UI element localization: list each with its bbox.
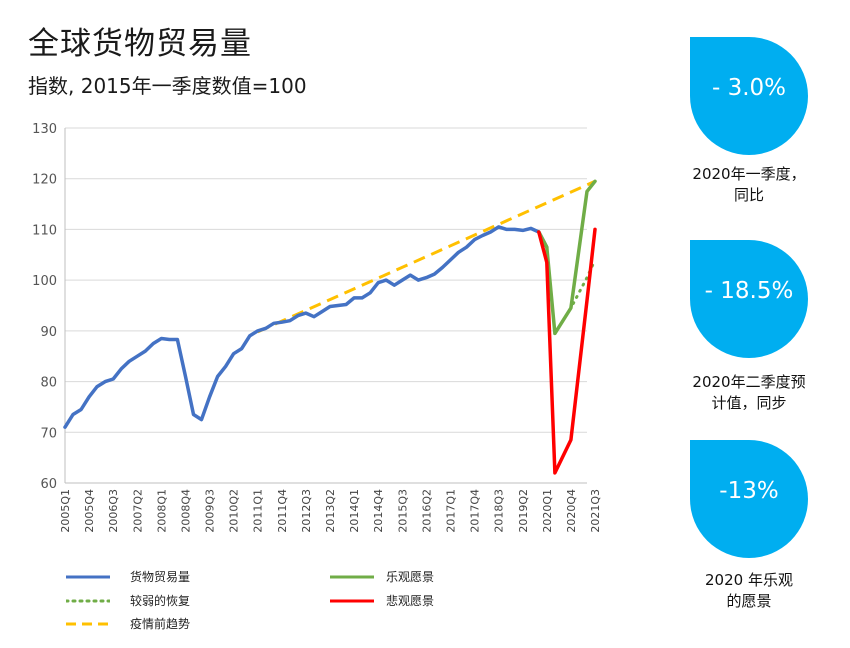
x-tick-label: 2012Q3 bbox=[300, 489, 313, 533]
callout-q1-badge: - 3.0% bbox=[690, 37, 808, 155]
callout-q1-caption-line2: 同比 bbox=[733, 186, 764, 204]
callout-q1-caption-line1: 2020年一季度， bbox=[692, 165, 806, 183]
x-tick-label: 2016Q2 bbox=[420, 489, 433, 533]
callout-q1-value: - 3.0% bbox=[711, 75, 787, 101]
callout-optimistic-caption-line1: 2020 年乐观 bbox=[705, 571, 793, 589]
callout-q2-caption-line2: 计值，同步 bbox=[711, 394, 787, 412]
series-line-1 bbox=[537, 179, 597, 336]
callout-q2-badge: - 18.5% bbox=[690, 240, 808, 358]
x-tick-label: 2006Q3 bbox=[107, 489, 120, 533]
y-tick-label: 60 bbox=[40, 477, 57, 492]
y-tick-label: 70 bbox=[40, 426, 57, 441]
y-tick-label: 80 bbox=[40, 376, 57, 391]
y-tick-label: 120 bbox=[32, 173, 57, 188]
series-line-4 bbox=[257, 179, 596, 334]
x-axis-ticks: 2005Q1 2005Q4 2006Q3 2007Q2 2008Q1 2008Q4 2009… bbox=[59, 489, 602, 533]
y-tick-label: 130 bbox=[32, 122, 57, 137]
callout-q1-caption: 2020年一季度， 同比 bbox=[649, 164, 849, 206]
x-tick-label: 2008Q4 bbox=[179, 489, 192, 533]
grid-layer bbox=[64, 127, 587, 484]
callout-q2-caption: 2020年二季度预 计值，同步 bbox=[649, 372, 849, 414]
x-tick-label: 2008Q1 bbox=[155, 489, 168, 533]
x-tick-label: 2011Q4 bbox=[276, 489, 289, 533]
x-tick-label: 2018Q3 bbox=[493, 489, 506, 533]
legend-swatch-trade bbox=[66, 575, 110, 579]
legend-swatch-weak bbox=[66, 599, 110, 603]
y-axis-ticks: 60 70 80 90 100 110 120 130 bbox=[32, 122, 57, 492]
legend-label-weak: 较弱的恢复 bbox=[130, 594, 191, 608]
legend-swatch-trend bbox=[66, 622, 110, 626]
x-tick-label: 2014Q4 bbox=[372, 489, 385, 533]
legend-label-optimistic: 乐观愿景 bbox=[386, 570, 435, 584]
x-tick-label: 2005Q1 bbox=[59, 489, 72, 533]
x-tick-label: 2015Q3 bbox=[396, 489, 409, 533]
y-tick-label: 90 bbox=[40, 325, 57, 340]
x-tick-label: 2014Q1 bbox=[348, 489, 361, 533]
x-tick-label: 2011Q1 bbox=[252, 489, 265, 533]
legend-label-trend: 疫情前趋势 bbox=[130, 617, 191, 631]
x-tick-label: 2007Q2 bbox=[131, 489, 144, 533]
x-tick-label: 2021Q3 bbox=[589, 489, 602, 533]
x-tick-label: 2019Q2 bbox=[517, 489, 530, 533]
x-tick-label: 2009Q3 bbox=[204, 489, 217, 533]
x-tick-label: 2020Q1 bbox=[541, 489, 554, 533]
callout-optimistic-caption-line2: 的愿景 bbox=[726, 592, 772, 610]
x-tick-label: 2013Q2 bbox=[324, 489, 337, 533]
x-tick-label: 2010Q2 bbox=[228, 489, 241, 533]
x-tick-label: 2005Q4 bbox=[83, 489, 96, 533]
legend-label-trade: 货物贸易量 bbox=[130, 570, 191, 584]
callout-optimistic-value: -13% bbox=[719, 478, 779, 504]
callout-optimistic-badge: -13% bbox=[690, 440, 808, 558]
legend-swatch-pessimistic bbox=[330, 599, 374, 603]
series-line-0 bbox=[63, 225, 549, 429]
x-tick-label: 2020Q4 bbox=[565, 489, 578, 533]
y-tick-label: 110 bbox=[32, 223, 57, 238]
x-tick-label: 2017Q4 bbox=[469, 489, 482, 533]
page-subtitle: 指数, 2015年一季度数值=100 bbox=[28, 74, 307, 98]
series-layer bbox=[63, 179, 597, 475]
series-line-3 bbox=[537, 227, 597, 475]
callout-q2-value: - 18.5% bbox=[704, 278, 794, 304]
y-tick-label: 100 bbox=[32, 274, 57, 289]
legend-swatch-optimistic bbox=[330, 575, 374, 579]
page-title: 全球货物贸易量 bbox=[28, 26, 252, 62]
callout-q2-caption-line1: 2020年二季度预 bbox=[692, 373, 806, 391]
legend-label-pessimistic: 悲观愿景 bbox=[386, 594, 435, 608]
x-tick-label: 2017Q1 bbox=[444, 489, 457, 533]
callout-optimistic-caption: 2020 年乐观 的愿景 bbox=[649, 570, 849, 612]
